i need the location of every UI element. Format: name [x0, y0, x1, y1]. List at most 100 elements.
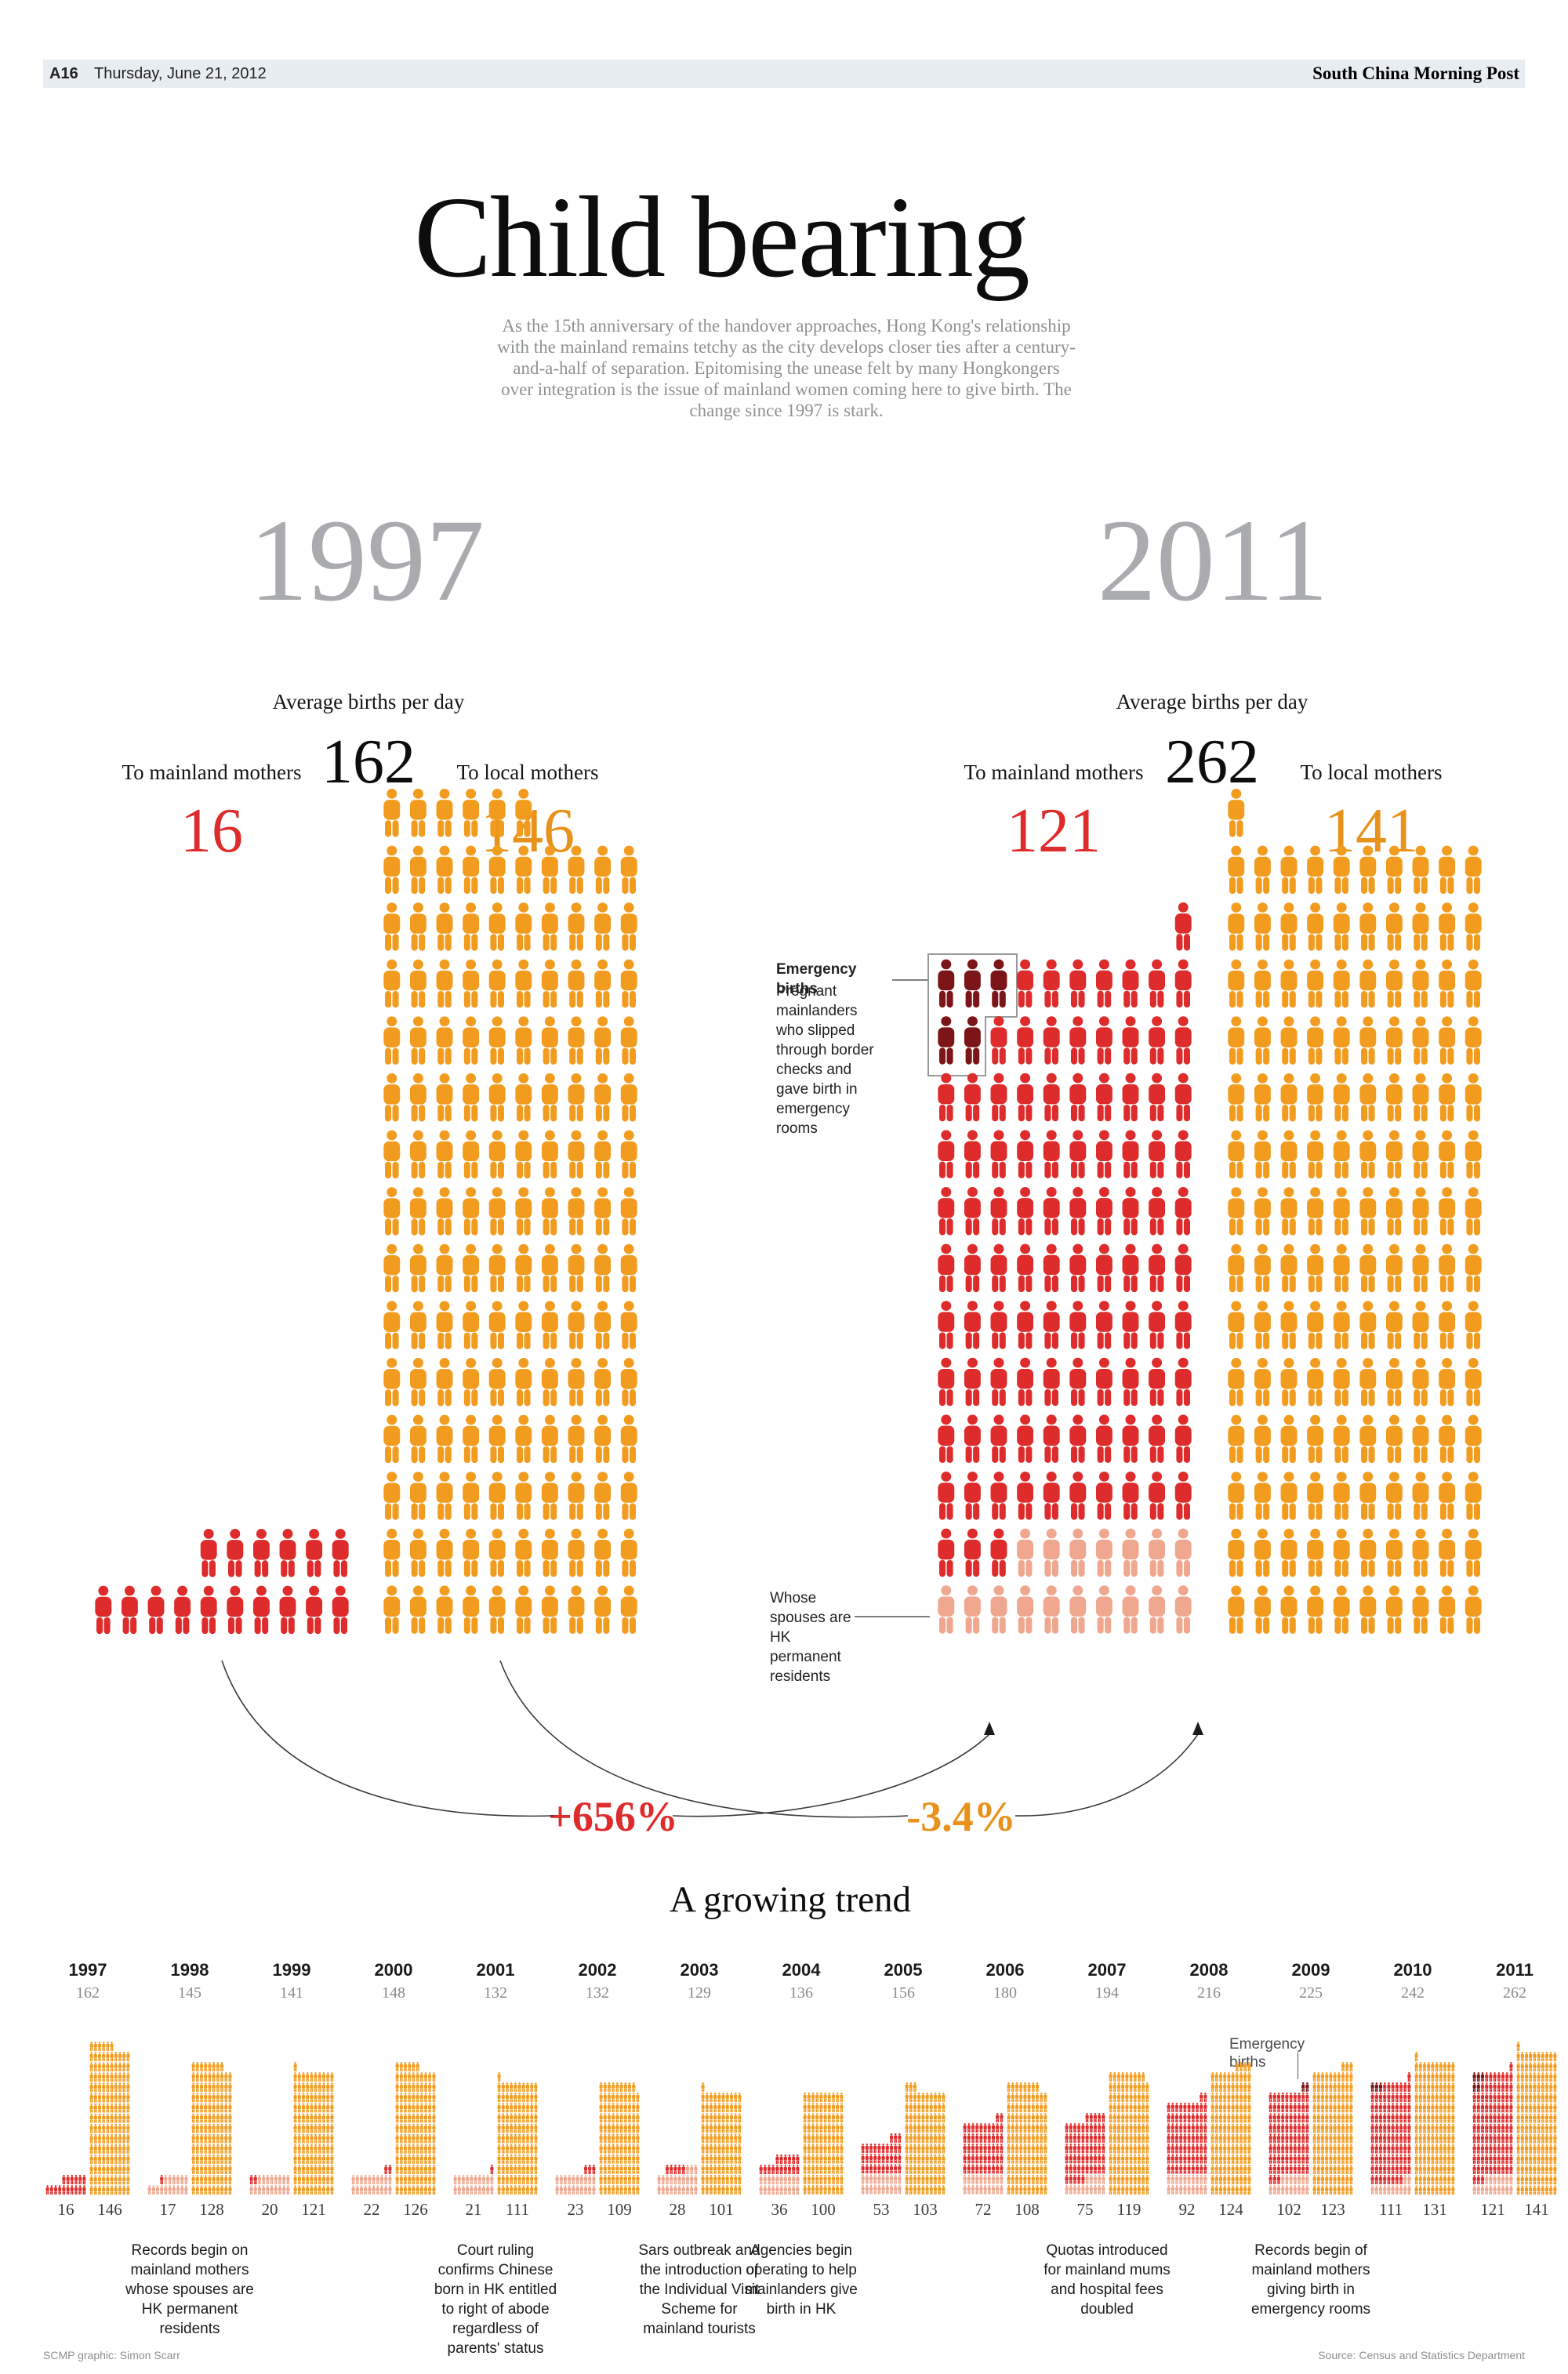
spouses-note: Whose spouses are HK permanent residents — [770, 1590, 851, 1685]
local-mothers-label-1997: To local mothers — [456, 760, 599, 784]
trend-year-label: 2009 — [1291, 1960, 1330, 1980]
trend-pictogram-local-2006 — [1007, 2082, 1047, 2194]
emergency-note-title: Emergency births — [776, 961, 857, 997]
trend-local-value: 108 — [1014, 2200, 1040, 2219]
trend-avg-value: 129 — [688, 1984, 711, 2002]
trend-pictogram-local-1997 — [89, 2041, 130, 2195]
trend-local-value: 141 — [1524, 2200, 1549, 2219]
trend-local-value: 100 — [811, 2200, 836, 2219]
trend-pictogram-local-2011 — [1516, 2041, 1557, 2195]
trend-pictogram-local-2005 — [905, 2082, 946, 2194]
trend-mainland-value: 16 — [57, 2200, 74, 2219]
trend-avg-value: 242 — [1401, 1984, 1425, 2002]
local-mothers-label-2011: To local mothers — [1300, 760, 1443, 784]
trend-pictogram-mainland-2003 — [657, 2164, 698, 2194]
avg-births-value-1997: 162 — [321, 728, 416, 797]
trend-milestone-note-2003: Sars outbreak and the introduction of th… — [638, 2242, 760, 2337]
trend-mainland-value: 75 — [1076, 2200, 1094, 2219]
trend-year-label: 1998 — [170, 1960, 209, 1980]
trend-local-value: 111 — [506, 2200, 529, 2219]
trend-year-label: 2011 — [1496, 1960, 1534, 1980]
trend-pictogram-local-1998 — [191, 2061, 232, 2194]
trend-pictogram-mainland-2004 — [759, 2154, 800, 2194]
trend-pictogram-mainland-2006 — [963, 2113, 1004, 2194]
trend-milestone-note-2001: Court ruling confirms Chinese born in HK… — [434, 2242, 557, 2357]
mainland-mothers-value-2011: 121 — [1007, 797, 1101, 866]
trend-avg-value: 180 — [993, 1984, 1017, 2002]
trend-pictogram-local-2002 — [599, 2082, 640, 2194]
pct-change-local: -3.4% — [906, 1793, 1016, 1840]
trend-mainland-value: 111 — [1379, 2200, 1403, 2219]
trend-local-value: 128 — [199, 2200, 224, 2219]
avg-births-label-1997: Average births per day — [272, 690, 465, 713]
trend-pictogram-mainland-2008 — [1167, 2093, 1207, 2195]
trend-pictogram-local-1999 — [293, 2061, 334, 2194]
trend-mainland-value: 23 — [567, 2200, 584, 2219]
trend-year-label: 2000 — [374, 1960, 413, 1980]
intro-paragraph: As the 15th anniversary of the handover … — [497, 316, 1076, 420]
trend-year-label: 2010 — [1393, 1960, 1432, 1980]
trend-pictogram-local-2008 — [1210, 2061, 1251, 2194]
trend-milestone-note-2007: Quotas introduced for mainland mums and … — [1044, 2242, 1171, 2318]
trend-avg-value: 132 — [484, 1984, 507, 2002]
curve-mainland-1997 — [221, 1660, 554, 1817]
trend-year-label: 2005 — [884, 1960, 923, 1980]
trend-year-label: 2006 — [985, 1960, 1025, 1980]
trend-mainland-value: 92 — [1178, 2200, 1196, 2219]
year-label-1997: 1997 — [249, 495, 485, 626]
page-number: A16 — [49, 65, 78, 82]
headline: Child bearing — [414, 173, 1030, 302]
trend-avg-value: 141 — [280, 1984, 303, 2002]
trend-local-value: 119 — [1116, 2200, 1142, 2219]
mainland-mothers-label-2011: To mainland mothers — [964, 760, 1144, 784]
trend-year-label: 2008 — [1189, 1960, 1229, 1980]
emergency-note-body: Pregnant mainlanders who slipped through… — [776, 983, 874, 1137]
trend-section-title: A growing trend — [669, 1879, 912, 1920]
trend-avg-value: 136 — [789, 1984, 813, 2002]
trend-avg-value: 194 — [1095, 1984, 1119, 2002]
trend-local-value: 146 — [97, 2200, 122, 2219]
trend-year-label: 2003 — [680, 1960, 719, 1980]
pct-change-mainland: +656% — [548, 1793, 678, 1840]
avg-births-value-2011: 262 — [1165, 728, 1259, 797]
trend-milestone-note-2009: Records begin of mainland mothers giving… — [1250, 2242, 1371, 2318]
trend-avg-value: 262 — [1503, 1984, 1526, 2002]
mainland-mothers-label-1997: To mainland mothers — [122, 760, 302, 784]
trend-mainland-value: 121 — [1480, 2200, 1505, 2219]
trend-local-value: 103 — [913, 2200, 938, 2219]
trend-year-label: 2007 — [1087, 1960, 1127, 1980]
trend-mainland-value: 17 — [159, 2200, 176, 2219]
trend-year-label: 1999 — [272, 1960, 311, 1980]
trend-avg-value: 145 — [178, 1984, 201, 2002]
trend-pictogram-local-2009 — [1312, 2061, 1353, 2194]
trend-mainland-value: 53 — [873, 2200, 890, 2219]
trend-pictogram-local-2010 — [1414, 2051, 1455, 2194]
trend-pictogram-mainland-2011 — [1472, 2061, 1513, 2194]
trend-mainland-value: 22 — [363, 2200, 380, 2219]
trend-mainland-value: 102 — [1276, 2200, 1301, 2219]
avg-births-label-2011: Average births per day — [1116, 690, 1308, 713]
trend-pictogram-mainland-2000 — [351, 2164, 392, 2194]
trend-local-value: 101 — [709, 2200, 734, 2219]
curve-local-2011 — [1014, 1733, 1199, 1817]
trend-avg-value: 132 — [586, 1984, 609, 2002]
trend-year-label: 2001 — [476, 1960, 515, 1980]
trend-pictogram-local-2000 — [395, 2061, 436, 2194]
trend-pictogram-mainland-2007 — [1065, 2113, 1105, 2194]
trend-year-label: 2002 — [578, 1960, 617, 1980]
trend-pictogram-mainland-1999 — [249, 2174, 290, 2194]
trend-mainland-value: 72 — [975, 2200, 992, 2219]
trend-mainland-value: 21 — [465, 2200, 482, 2219]
arrowhead-local — [1192, 1722, 1203, 1735]
trend-pictogram-mainland-1998 — [147, 2174, 188, 2194]
trend-pictogram-local-2001 — [497, 2071, 538, 2194]
trend-year-label: 1997 — [68, 1960, 107, 1980]
trend-avg-value: 225 — [1299, 1984, 1323, 2002]
pictogram-mainland-2011 — [938, 902, 1192, 1634]
trend-local-value: 123 — [1320, 2200, 1345, 2219]
trend-local-value: 121 — [301, 2200, 326, 2219]
trend-mainland-value: 36 — [771, 2200, 788, 2219]
trend-year-label: 2004 — [782, 1960, 821, 1980]
trend-local-value: 109 — [607, 2200, 632, 2219]
